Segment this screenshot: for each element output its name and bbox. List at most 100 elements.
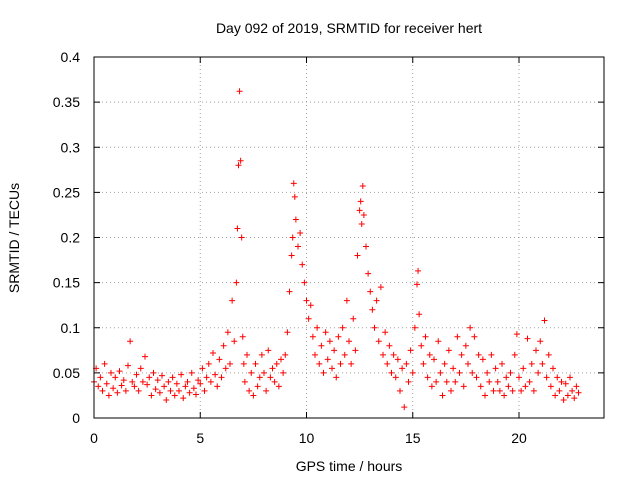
data-point bbox=[254, 383, 261, 390]
data-point bbox=[422, 333, 429, 340]
data-point bbox=[267, 374, 274, 381]
data-point bbox=[357, 198, 364, 205]
data-point bbox=[167, 387, 174, 394]
data-point bbox=[479, 356, 486, 363]
data-point bbox=[220, 342, 227, 349]
data-point bbox=[501, 392, 508, 399]
data-point bbox=[503, 374, 510, 381]
data-point bbox=[312, 351, 318, 358]
data-point bbox=[263, 387, 270, 394]
data-point bbox=[433, 378, 440, 385]
data-point bbox=[256, 374, 263, 381]
data-point bbox=[120, 377, 127, 384]
plot-frame bbox=[93, 56, 605, 419]
data-point bbox=[507, 369, 514, 376]
data-point bbox=[533, 347, 539, 354]
data-point bbox=[288, 252, 295, 259]
data-point bbox=[224, 329, 231, 336]
data-point bbox=[235, 162, 242, 169]
data-point bbox=[129, 378, 136, 385]
data-point bbox=[227, 360, 233, 367]
data-point bbox=[569, 387, 576, 394]
data-point bbox=[203, 374, 210, 381]
data-point bbox=[258, 351, 265, 358]
data-point bbox=[411, 324, 418, 331]
data-point bbox=[156, 389, 163, 396]
data-point bbox=[350, 315, 357, 322]
data-point bbox=[188, 369, 195, 376]
data-point bbox=[290, 180, 297, 187]
data-point bbox=[190, 385, 197, 392]
data-point bbox=[316, 360, 323, 367]
data-point bbox=[356, 207, 363, 214]
data-point bbox=[392, 374, 399, 381]
data-point bbox=[182, 383, 189, 390]
data-point bbox=[562, 380, 569, 387]
data-point bbox=[352, 347, 359, 354]
data-point bbox=[526, 378, 533, 385]
data-point bbox=[426, 351, 433, 358]
data-point bbox=[105, 392, 112, 399]
data-point bbox=[95, 383, 102, 390]
data-point bbox=[462, 342, 469, 349]
data-point bbox=[443, 378, 450, 385]
data-point bbox=[397, 387, 403, 394]
grid-lines bbox=[94, 57, 604, 418]
data-point bbox=[142, 353, 148, 360]
data-point bbox=[237, 157, 244, 164]
data-point bbox=[216, 356, 223, 363]
data-point bbox=[307, 302, 314, 309]
data-point bbox=[473, 374, 480, 381]
data-point bbox=[246, 387, 253, 394]
data-point bbox=[236, 88, 243, 95]
data-point bbox=[241, 378, 248, 385]
data-point bbox=[305, 315, 312, 322]
data-point bbox=[437, 369, 444, 376]
data-point bbox=[394, 356, 401, 363]
data-point bbox=[537, 338, 544, 345]
data-point bbox=[231, 338, 238, 345]
x-tick-label: 15 bbox=[405, 430, 421, 446]
data-point bbox=[448, 387, 454, 394]
data-point bbox=[229, 297, 236, 304]
data-point bbox=[314, 324, 321, 331]
x-tick-label: 20 bbox=[511, 430, 527, 446]
data-point bbox=[161, 383, 168, 390]
data-point bbox=[275, 383, 282, 390]
data-point bbox=[297, 229, 304, 236]
data-point bbox=[118, 382, 125, 389]
data-point bbox=[337, 360, 344, 367]
data-point bbox=[545, 351, 552, 358]
data-point bbox=[240, 360, 247, 367]
data-point bbox=[103, 380, 110, 387]
data-point bbox=[326, 338, 333, 345]
data-point bbox=[324, 356, 331, 363]
y-tick-label: 0.15 bbox=[53, 275, 80, 291]
data-point bbox=[295, 243, 301, 250]
data-point bbox=[112, 374, 119, 381]
data-point bbox=[477, 383, 484, 390]
data-point bbox=[550, 365, 556, 372]
data-point bbox=[144, 381, 151, 388]
data-point bbox=[193, 391, 199, 398]
x-tick-label: 5 bbox=[196, 430, 204, 446]
data-point bbox=[354, 252, 361, 259]
data-point bbox=[178, 371, 185, 378]
data-point bbox=[482, 392, 488, 399]
data-point bbox=[163, 396, 170, 403]
data-point bbox=[471, 333, 478, 340]
data-point bbox=[456, 369, 463, 376]
data-point bbox=[401, 404, 408, 411]
data-point bbox=[341, 351, 348, 358]
data-point bbox=[465, 360, 471, 367]
data-point bbox=[399, 365, 406, 372]
axis-ticks: 0 5 10 15 20 0 0.05 0.1 0.15 0.2 0.25 0.3 0.35 0.4 bbox=[53, 49, 604, 446]
data-point bbox=[575, 389, 582, 396]
data-point bbox=[207, 378, 214, 385]
data-point bbox=[558, 378, 565, 385]
data-point bbox=[460, 383, 467, 390]
data-point bbox=[201, 387, 208, 394]
data-point bbox=[282, 351, 289, 358]
data-point bbox=[567, 374, 573, 381]
